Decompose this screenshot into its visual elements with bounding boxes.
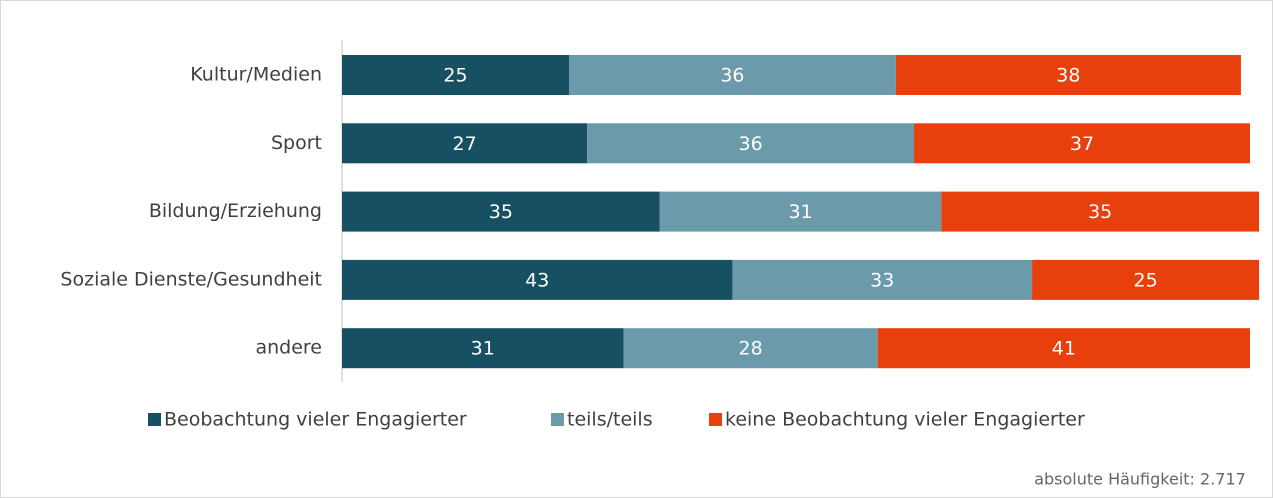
note: absolute Häufigkeit: 2.717: [1034, 470, 1246, 489]
y-tick-label: Kultur/Medien: [190, 64, 322, 86]
data-label: 31: [471, 338, 495, 360]
legend-swatch: [551, 413, 564, 426]
data-label: 25: [443, 65, 467, 87]
bar-segment: [1032, 259, 1260, 300]
bar-segment: [941, 191, 1260, 232]
data-label: 36: [739, 133, 763, 155]
data-label: 28: [739, 338, 763, 360]
data-label: 31: [788, 201, 812, 223]
bar-segment: [342, 259, 733, 300]
legend-swatch: [709, 413, 722, 426]
bar-segment: [342, 55, 569, 95]
y-tick-label: Soziale Dienste/Gesundheit: [60, 268, 322, 290]
bar-segment: [914, 123, 1250, 164]
data-label: 36: [720, 65, 744, 87]
data-label: 35: [1088, 201, 1112, 223]
legend-label: Beobachtung vieler Engagierter: [164, 409, 467, 431]
data-label: 37: [1070, 133, 1094, 155]
bar-segment: [342, 191, 660, 232]
bar-segment: [342, 328, 624, 369]
data-label: 43: [525, 269, 549, 291]
legend-label: teils/teils: [567, 409, 653, 431]
bar-segment: [342, 123, 588, 164]
bar-segment: [732, 259, 1033, 300]
bar-segment: [659, 191, 942, 232]
bar-segment: [623, 328, 878, 369]
legend-swatch: [148, 413, 161, 426]
data-label: 33: [870, 269, 894, 291]
data-label: 27: [452, 133, 476, 155]
y-tick-label: andere: [255, 337, 322, 359]
data-label: 25: [1133, 269, 1157, 291]
bar-segment: [895, 55, 1241, 95]
bar-segment: [569, 55, 896, 95]
y-tick-label: Sport: [271, 132, 322, 154]
legend-label: keine Beobachtung vieler Engagierter: [725, 409, 1085, 431]
bar-segment: [877, 328, 1250, 369]
y-tick-label: Bildung/Erziehung: [149, 200, 322, 222]
bar-segment: [587, 123, 915, 164]
data-label: 38: [1056, 65, 1080, 87]
data-label: 41: [1052, 338, 1076, 360]
data-label: 35: [489, 201, 513, 223]
